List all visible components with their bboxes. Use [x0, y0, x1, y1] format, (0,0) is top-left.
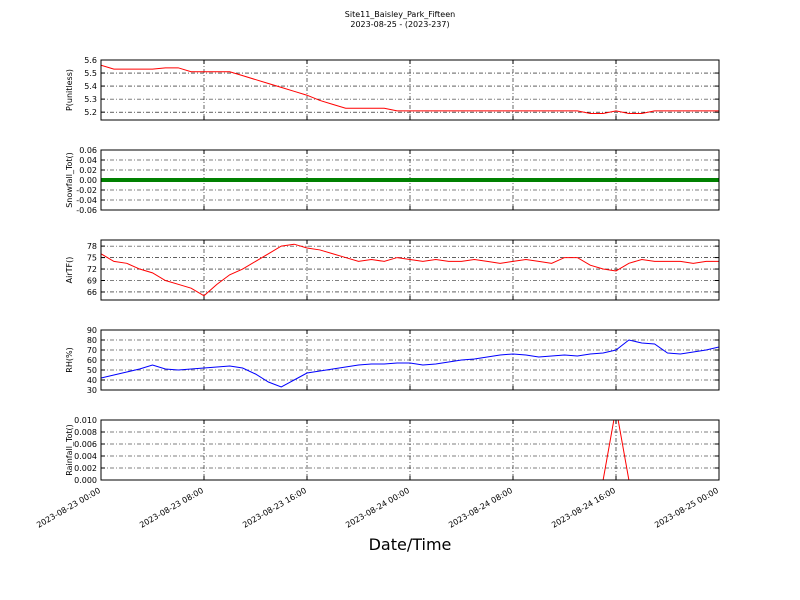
y-axis-label: Rainfall_Tot()	[65, 424, 74, 476]
y-axis-label: AirTF()	[65, 257, 74, 284]
y-tick-label: 5.2	[84, 108, 97, 117]
y-tick-label: 30	[87, 386, 97, 395]
data-line	[101, 64, 719, 114]
y-tick-label: 69	[87, 277, 97, 286]
y-tick-label: 50	[87, 366, 97, 375]
y-tick-label: 70	[87, 346, 97, 355]
y-axis-label: Snowfall_Tot()	[65, 152, 74, 208]
x-tick-label: 2023-08-25 00:00	[653, 486, 720, 530]
y-tick-label: 75	[87, 254, 97, 263]
y-tick-label: 0.000	[74, 476, 97, 485]
y-tick-label: 5.5	[84, 69, 97, 78]
axes-frame	[100, 329, 720, 391]
axes-frame	[100, 59, 720, 121]
y-tick-label: 0.04	[79, 156, 97, 165]
y-tick-label: 72	[87, 265, 97, 274]
y-axis-label: P(unitless)	[65, 69, 74, 111]
data-line	[101, 339, 719, 388]
y-tick-label: 0.02	[79, 166, 97, 175]
data-line	[101, 243, 719, 297]
y-tick-label: 40	[87, 376, 97, 385]
plot-area	[101, 339, 719, 388]
y-tick-label: 60	[87, 356, 97, 365]
y-tick-label: 78	[87, 242, 97, 251]
x-tick-label: 2023-08-24 16:00	[550, 486, 617, 530]
x-tick-label: 2023-08-23 08:00	[138, 486, 205, 530]
y-tick-label: 80	[87, 336, 97, 345]
y-tick-label: 0.06	[79, 146, 97, 155]
plot-area	[101, 64, 719, 114]
y-axis-label: RH(%)	[65, 347, 74, 372]
x-axis-label: Date/Time	[369, 535, 452, 554]
y-tick-label: 5.4	[84, 82, 97, 91]
y-tick-label: 0.010	[74, 416, 97, 425]
plot-area	[101, 243, 719, 297]
y-tick-label: 0.002	[74, 464, 97, 473]
y-tick-label: 90	[87, 326, 97, 335]
axes-frame	[100, 419, 720, 481]
axes-frame	[100, 239, 720, 301]
axes-frame	[100, 149, 720, 211]
x-tick-label: 2023-08-23 00:00	[35, 486, 102, 530]
y-tick-label: 0.006	[74, 440, 97, 449]
y-tick-label: 0.00	[79, 176, 97, 185]
x-tick-label: 2023-08-23 16:00	[241, 486, 308, 530]
x-tick-label: 2023-08-24 00:00	[344, 486, 411, 530]
y-tick-label: 66	[87, 288, 97, 297]
y-tick-label: 0.004	[74, 452, 97, 461]
chart-subtitle: 2023-08-25 - (2023-237)	[350, 20, 449, 29]
y-tick-label: -0.04	[76, 196, 97, 205]
y-tick-label: 5.6	[84, 56, 97, 65]
y-tick-label: -0.06	[76, 206, 97, 215]
y-tick-label: 5.3	[84, 95, 97, 104]
y-tick-label: 0.008	[74, 428, 97, 437]
y-tick-label: -0.02	[76, 186, 97, 195]
chart-title: Site11_Baisley_Park_Fifteen	[345, 10, 455, 19]
x-tick-label: 2023-08-24 08:00	[447, 486, 514, 530]
